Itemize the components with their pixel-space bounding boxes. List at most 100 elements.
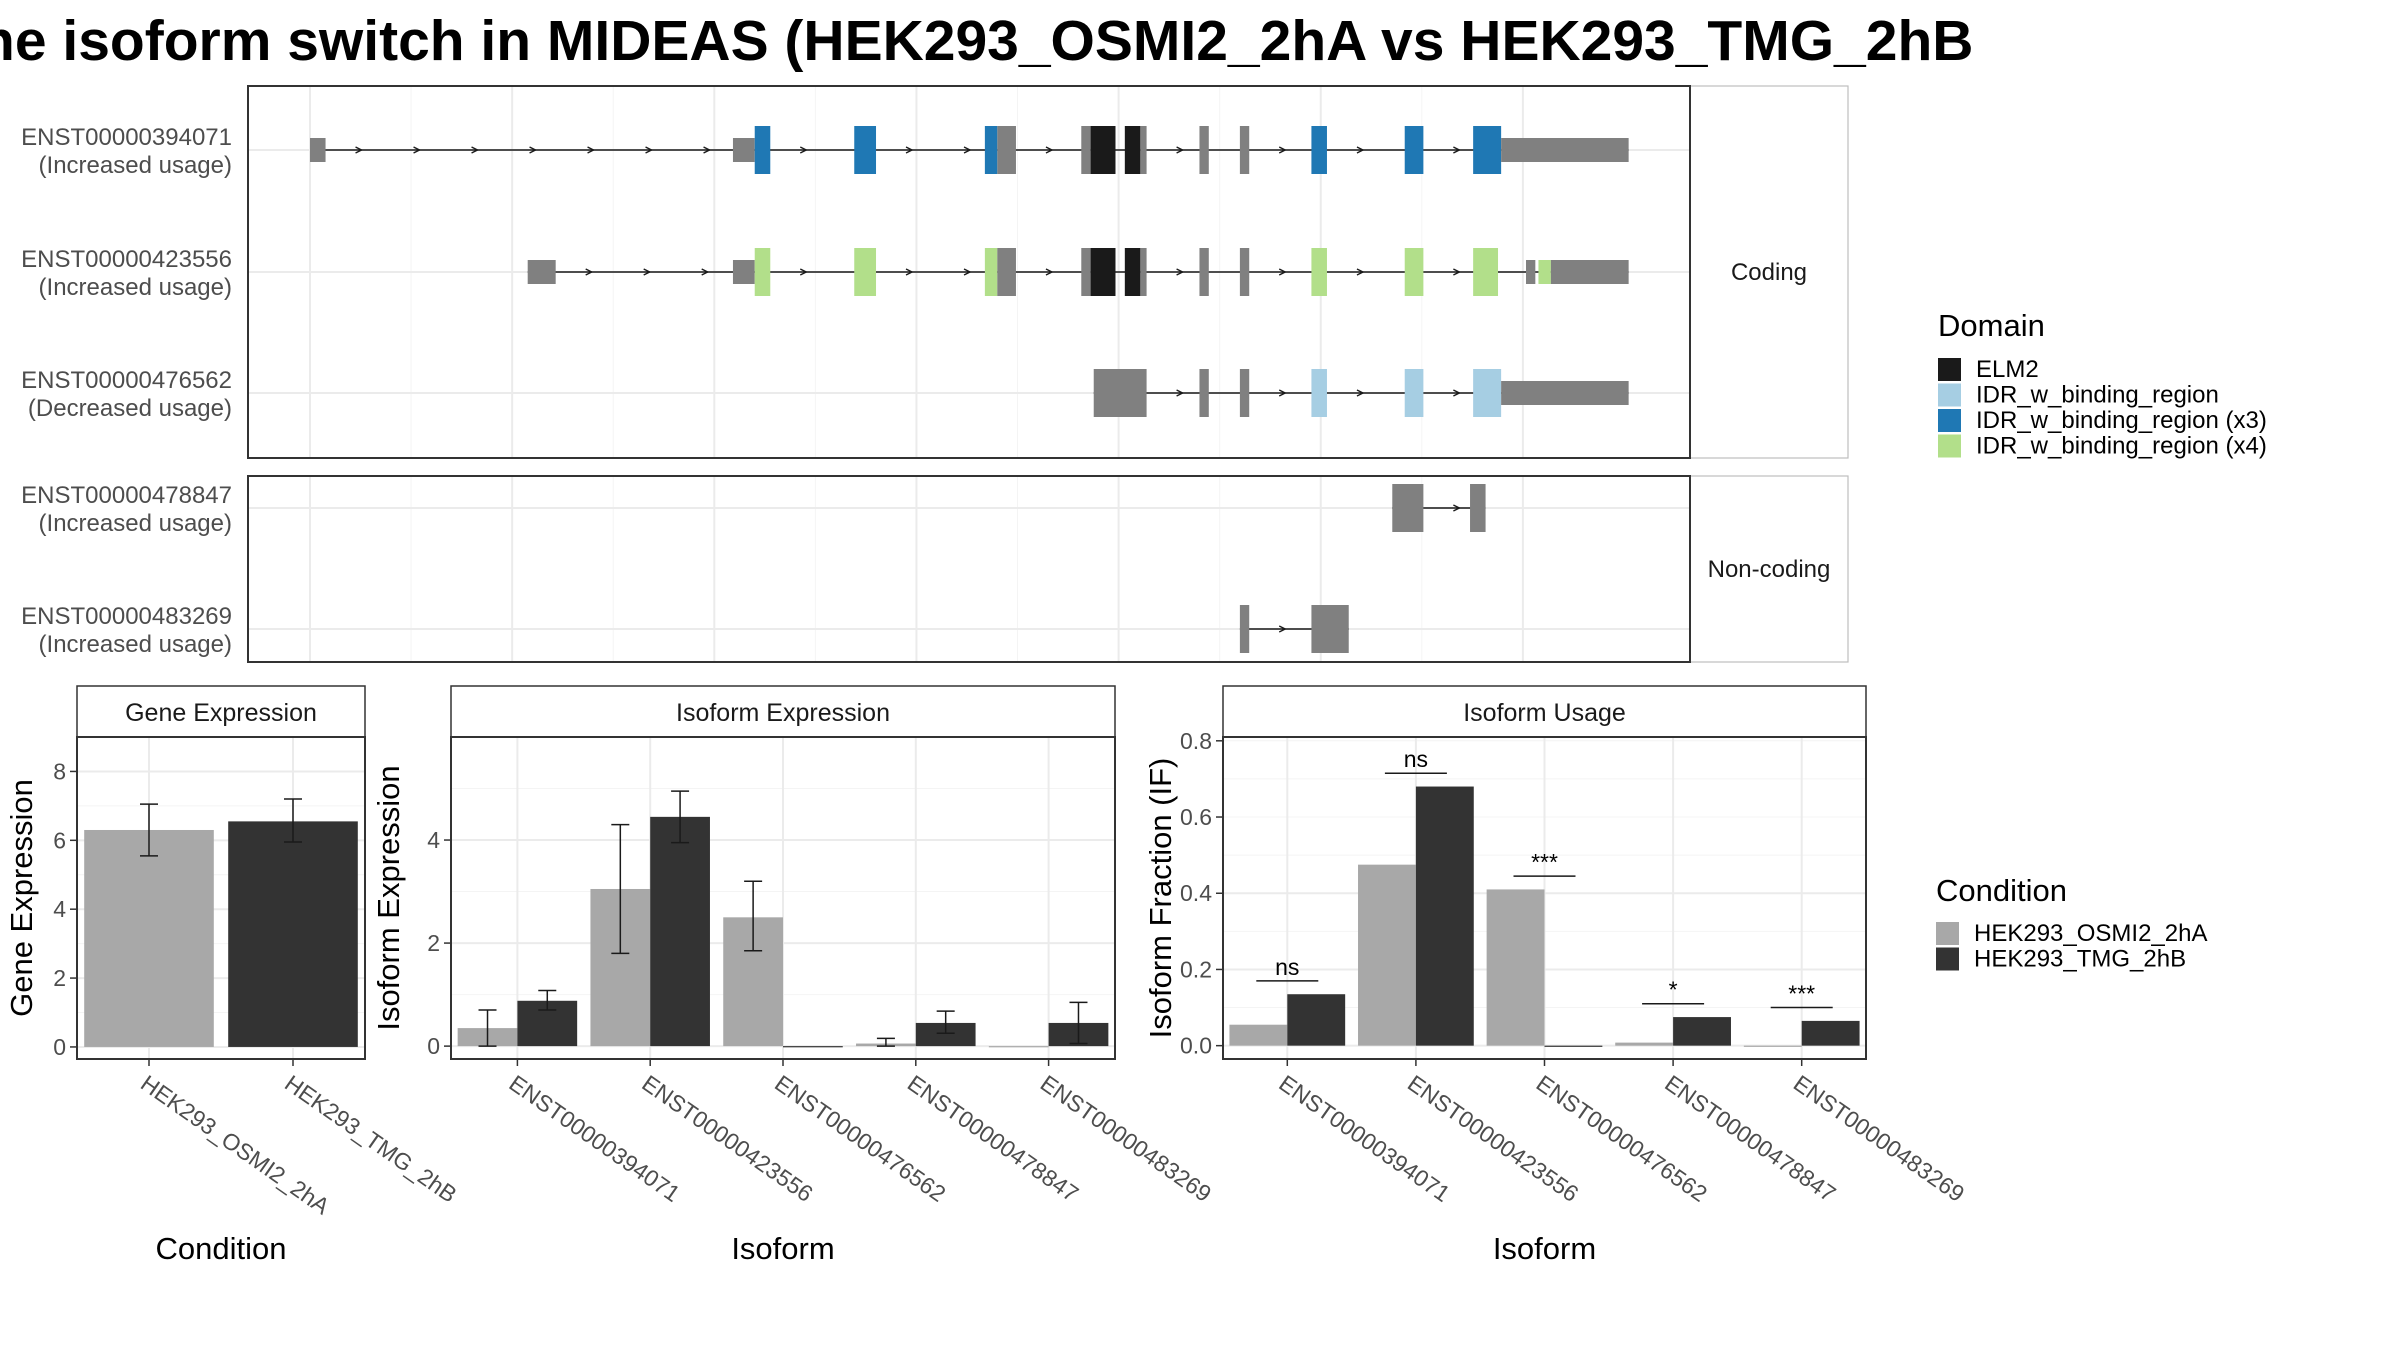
strand-arrow (1453, 389, 1461, 397)
bar (988, 1046, 1049, 1048)
exon (1392, 484, 1424, 532)
domain-exon (1538, 260, 1551, 284)
strand-arrow (1278, 268, 1287, 276)
domain-exon (1404, 369, 1424, 417)
y-tick-label: 2 (427, 930, 440, 956)
strand-arrow (585, 268, 594, 276)
bar (1229, 1024, 1288, 1046)
exon (997, 248, 1016, 296)
legend-title: Domain (1938, 308, 2045, 343)
y-tick-label: 6 (53, 827, 66, 853)
strand-arrow (1453, 504, 1461, 512)
exon (1526, 260, 1536, 284)
chart-title: Gene Expression (125, 699, 317, 727)
exon (1311, 605, 1349, 653)
transcript-usage-label: (Increased usage) (39, 631, 232, 658)
x-axis-title: Isoform (1493, 1231, 1596, 1266)
exon (1199, 369, 1209, 417)
strand-arrow (701, 268, 710, 276)
significance-label: ns (1404, 746, 1428, 772)
y-tick-label: 0.2 (1180, 956, 1212, 982)
exon (1501, 381, 1629, 405)
domain-exon (1124, 248, 1141, 296)
y-axis-title: Isoform Fraction (IF) (1143, 758, 1178, 1039)
bar (1358, 864, 1416, 1046)
strand-arrow (1278, 146, 1287, 154)
strand-arrow (1045, 146, 1054, 154)
plot-border (76, 736, 366, 1060)
y-tick-label: 0.6 (1180, 804, 1212, 830)
exon (1081, 126, 1091, 174)
strand-arrow (1356, 268, 1365, 276)
y-tick-label: 4 (427, 827, 440, 853)
domain-exon (984, 126, 998, 174)
exon (1239, 248, 1250, 296)
legend-key-swatch (1938, 383, 1961, 407)
facet-strip (1689, 475, 1849, 663)
y-tick-label: 0 (427, 1033, 440, 1059)
transcript-id-label: ENST00000394071 (21, 124, 232, 151)
legend-item-label: HEK293_OSMI2_2hA (1974, 920, 2207, 947)
chart-strip (1222, 685, 1867, 738)
exon (1140, 248, 1147, 296)
exon (1501, 138, 1629, 162)
transcript-track: ENST00000478847(Increased usage) (21, 482, 1486, 537)
y-tick-label: 0.0 (1180, 1033, 1212, 1059)
legend-key-swatch (1936, 922, 1959, 945)
domain-legend: DomainELM2IDR_w_binding_regionIDR_w_bind… (1938, 308, 2267, 460)
domain-exon (1311, 126, 1327, 174)
transcript-usage-label: (Increased usage) (39, 152, 232, 179)
strand-arrow (643, 268, 652, 276)
bar (1544, 1045, 1603, 1047)
transcript-id-label: ENST00000423556 (21, 246, 232, 273)
bar (1673, 1017, 1731, 1046)
y-tick-label: 4 (53, 896, 66, 922)
x-axis-title: Isoform (731, 1231, 834, 1266)
exon (527, 260, 556, 284)
y-tick-label: 0.4 (1180, 880, 1212, 906)
legend-key-swatch (1938, 358, 1961, 381)
bar (1801, 1020, 1860, 1046)
domain-exon (854, 248, 877, 296)
figure-title: ne isoform switch in MIDEAS (HEK293_OSMI… (0, 9, 1974, 73)
significance-label: *** (1788, 981, 1815, 1007)
transcript-id-label: ENST00000478847 (21, 482, 232, 509)
exon (997, 126, 1016, 174)
y-tick-label: 8 (53, 758, 66, 784)
strand-arrow (587, 146, 596, 154)
domain-exon (1311, 369, 1327, 417)
bar (1287, 994, 1346, 1046)
y-axis-title: Gene Expression (4, 779, 39, 1017)
panel-border (247, 85, 1691, 459)
x-axis-title: Condition (156, 1231, 287, 1266)
bar (915, 1022, 976, 1047)
legend-item-label: HEK293_TMG_2hB (1974, 946, 2186, 973)
strand-arrow (1176, 268, 1185, 276)
bar (1415, 786, 1474, 1046)
strand-arrow (963, 268, 972, 276)
plot-border (1222, 736, 1867, 1060)
transcript-track: ENST00000483269(Increased usage) (21, 603, 1349, 658)
bar (1615, 1042, 1674, 1046)
exon (1470, 484, 1486, 532)
bar (1486, 889, 1545, 1046)
exon (1199, 248, 1209, 296)
strand-arrow (799, 146, 808, 154)
domain-exon (1090, 126, 1116, 174)
facet-strip (1689, 85, 1849, 459)
chart-strip (450, 685, 1116, 738)
exon (1081, 248, 1091, 296)
strand-arrow (963, 146, 972, 154)
transcript-usage-label: (Decreased usage) (28, 395, 232, 422)
strand-arrow (905, 268, 914, 276)
exon (732, 138, 755, 162)
strand-arrow (799, 268, 808, 276)
legend-key-swatch (1936, 947, 1959, 971)
transcript-usage-label: (Increased usage) (39, 510, 232, 537)
y-tick-label: 0 (53, 1034, 66, 1060)
exon (1199, 126, 1209, 174)
domain-exon (1404, 248, 1424, 296)
